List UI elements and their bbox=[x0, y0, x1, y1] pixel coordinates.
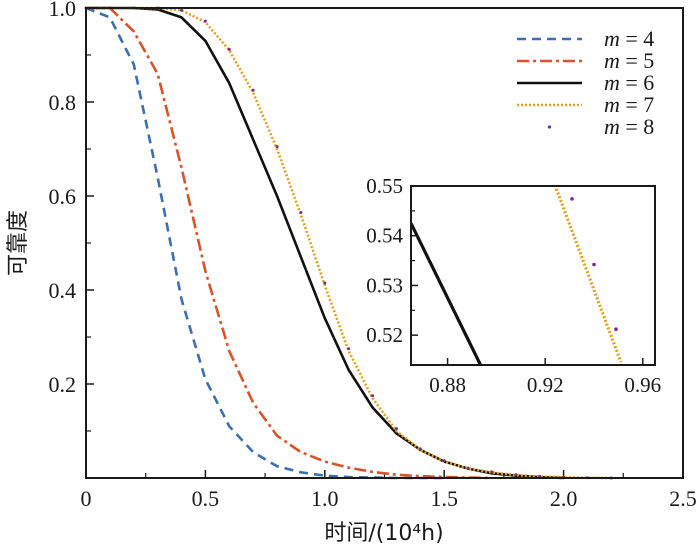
legend-var-m5: m bbox=[604, 48, 620, 73]
main-plot: 0 0.5 1.0 1.5 2.0 2.5 0.2 0.4 0.6 0.8 1.0 bbox=[49, 0, 697, 511]
x-tick-label-3: 1.5 bbox=[430, 486, 458, 511]
main-point-m8-17 bbox=[490, 470, 494, 474]
main-point-m8-15 bbox=[442, 459, 446, 463]
main-point-m8-11 bbox=[347, 347, 351, 351]
legend-label-m8: m = 8 bbox=[604, 114, 654, 139]
x-tick-label-1: 0.5 bbox=[192, 486, 220, 511]
inset-x-tick-label-2: 0.96 bbox=[624, 373, 661, 397]
inset-point-m8-0 bbox=[570, 197, 574, 201]
main-point-m8-9 bbox=[299, 210, 303, 214]
legend-eq-m7: = 7 bbox=[620, 92, 654, 117]
inset-series-m8 bbox=[570, 197, 618, 332]
main-series-m5 bbox=[86, 6, 492, 480]
inset-x-tick-label-1: 0.92 bbox=[527, 373, 564, 397]
main-point-m8-14 bbox=[418, 447, 422, 451]
legend-swatch-m8 bbox=[547, 125, 552, 129]
inset-y-tick-label-2: 0.54 bbox=[366, 224, 403, 248]
y-axis-title: 可靠度 bbox=[6, 210, 31, 276]
legend-var-m8: m bbox=[604, 114, 620, 139]
main-point-m8-12 bbox=[371, 394, 375, 398]
inset-tick-labels: 0.88 0.92 0.96 0.52 0.53 0.54 0.55 bbox=[366, 174, 661, 397]
y-tick-label-0: 0.2 bbox=[49, 372, 77, 397]
legend-eq-m5: = 5 bbox=[620, 48, 654, 73]
legend-eq-m8: = 8 bbox=[620, 114, 654, 139]
inset-series-m7 bbox=[553, 186, 623, 363]
x-axis-title: 时间/(10⁴h) bbox=[324, 521, 443, 546]
main-point-m8-18 bbox=[514, 473, 518, 477]
main-plot-frame bbox=[85, 7, 684, 479]
main-point-m8-8 bbox=[275, 145, 279, 149]
main-point-m8-13 bbox=[394, 427, 398, 431]
inset-frame bbox=[410, 185, 656, 366]
legend-eq-m4: = 4 bbox=[620, 26, 654, 51]
inset-y-tick-label-1: 0.53 bbox=[366, 273, 403, 297]
legend-label-m7: m = 7 bbox=[604, 92, 654, 117]
inset-point-m8-1 bbox=[592, 262, 596, 267]
x-tick-label-4: 2.0 bbox=[550, 486, 578, 511]
legend-var-m7: m bbox=[604, 92, 620, 117]
main-series-m4 bbox=[85, 6, 445, 480]
y-tick-label-2: 0.6 bbox=[49, 184, 77, 209]
legend-eq-m6: = 6 bbox=[620, 70, 654, 95]
main-point-m8-5 bbox=[203, 19, 207, 23]
legend-label-m6: m = 6 bbox=[604, 70, 654, 95]
main-point-m8-7 bbox=[251, 88, 255, 92]
inset-series-m6 bbox=[411, 222, 482, 365]
main-tick-labels: 0 0.5 1.0 1.5 2.0 2.5 0.2 0.4 0.6 0.8 1.0 bbox=[49, 0, 697, 511]
x-tick-label-5: 2.5 bbox=[669, 486, 697, 511]
inset-background bbox=[411, 186, 655, 365]
inset-series-layer bbox=[411, 186, 623, 365]
inset-point-m8-2 bbox=[614, 327, 618, 332]
y-tick-label-1: 0.4 bbox=[49, 278, 77, 303]
main-series-m6 bbox=[86, 6, 564, 480]
legend: m = 4m = 5m = 6m = 7m = 8 bbox=[517, 26, 654, 139]
inset-y-tick-label-0: 0.52 bbox=[366, 323, 403, 347]
inset-x-tick-label-0: 0.88 bbox=[429, 373, 466, 397]
legend-label-m5: m = 5 bbox=[604, 48, 654, 73]
main-point-m8-16 bbox=[466, 466, 470, 470]
main-point-m8-4 bbox=[180, 8, 184, 12]
legend-label-m4: m = 4 bbox=[604, 26, 654, 51]
x-tick-label-0: 0 bbox=[81, 486, 92, 511]
main-point-m8-6 bbox=[227, 47, 231, 51]
main-point-m8-10 bbox=[323, 281, 327, 285]
legend-var-m6: m bbox=[604, 70, 620, 95]
inset-plot: 0.88 0.92 0.96 0.52 0.53 0.54 0.55 bbox=[366, 174, 661, 397]
legend-var-m4: m bbox=[604, 26, 620, 51]
y-tick-label-4: 1.0 bbox=[49, 0, 77, 21]
y-tick-label-3: 0.8 bbox=[49, 90, 77, 115]
inset-y-tick-label-3: 0.55 bbox=[366, 174, 403, 198]
x-tick-label-2: 1.0 bbox=[311, 486, 339, 511]
